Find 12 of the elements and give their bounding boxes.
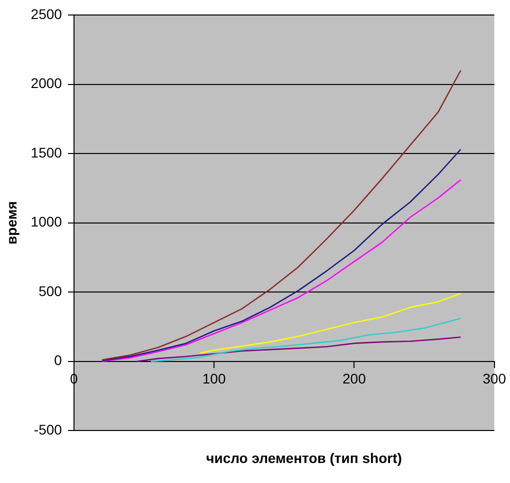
y-tick-label: 0 [54,352,62,368]
x-axis-title: число элементов (тип short) [205,450,403,466]
y-tick-label: 2000 [30,75,62,92]
x-tick-label: 200 [342,370,366,387]
y-tick-label: 1000 [30,214,62,230]
y-tick-label: -500 [34,421,62,438]
y-tick-label: 1500 [30,144,62,160]
y-axis-title: время [3,201,20,244]
x-tick-label: 100 [202,370,226,387]
y-tick-label: 2500 [30,6,62,22]
y-tick-label: 500 [38,282,62,299]
x-tick-label: 300 [482,370,506,387]
